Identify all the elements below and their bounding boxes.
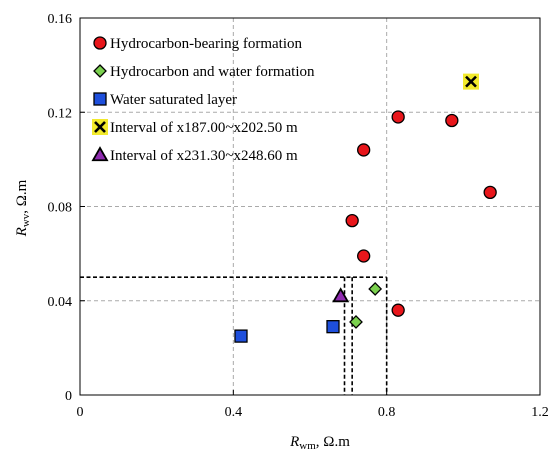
y-axis-label-unit: , Ω.m bbox=[14, 179, 30, 213]
data-point bbox=[234, 329, 248, 343]
y-tick-label: 0.08 bbox=[48, 201, 73, 216]
y-axis-label-main: R bbox=[14, 227, 30, 237]
data-point bbox=[368, 282, 383, 296]
data-point bbox=[463, 73, 479, 90]
y-axis-label-sub: wv bbox=[20, 213, 32, 227]
x-tick-label: 1.2 bbox=[531, 405, 549, 420]
data-point bbox=[332, 287, 350, 303]
legend-label: Hydrocarbon-bearing formation bbox=[110, 36, 303, 52]
x-tick-label: 0.4 bbox=[225, 405, 243, 420]
data-point bbox=[326, 320, 340, 334]
y-tick-label: 0 bbox=[65, 389, 72, 404]
x-tick-label: 0.8 bbox=[378, 405, 396, 420]
axis-ticks: 0 0.4 0.8 1.2 0 0.04 0.08 0.12 0.16 bbox=[48, 12, 549, 420]
data-points bbox=[234, 73, 497, 343]
y-axis-label: Rwv, Ω.m bbox=[14, 179, 32, 237]
data-point bbox=[349, 315, 363, 329]
legend-marker bbox=[93, 36, 107, 50]
x-axis-label-unit: , Ω.m bbox=[316, 434, 350, 450]
x-square-stroke bbox=[465, 75, 477, 88]
x-axis-label-main: R bbox=[289, 434, 299, 450]
data-point bbox=[345, 213, 359, 228]
y-tick-label: 0.04 bbox=[48, 295, 73, 310]
data-point bbox=[357, 249, 371, 263]
y-tick-label: 0.16 bbox=[48, 12, 73, 27]
data-point bbox=[357, 143, 371, 157]
legend-marker bbox=[93, 64, 107, 78]
legend-marker bbox=[93, 92, 107, 106]
data-point bbox=[483, 185, 497, 200]
legend-label: Water saturated layer bbox=[110, 92, 237, 108]
legend-label: Interval of x231.30~x248.60 m bbox=[110, 148, 298, 164]
x-axis-label: Rwm, Ω.m bbox=[289, 434, 350, 452]
x-axis-label-sub: wm bbox=[299, 440, 316, 452]
legend: Hydrocarbon-bearing formation Hydrocarbon… bbox=[91, 36, 315, 164]
legend-label: Hydrocarbon and water formation bbox=[110, 64, 315, 80]
data-point bbox=[445, 113, 459, 128]
data-point bbox=[391, 303, 405, 317]
data-point bbox=[391, 110, 405, 124]
legend-marker bbox=[91, 146, 109, 162]
x-square-stroke bbox=[94, 121, 106, 133]
x-tick-label: 0 bbox=[77, 405, 84, 420]
y-tick-label: 0.12 bbox=[48, 106, 73, 121]
legend-label: Interval of x187.00~x202.50 m bbox=[110, 120, 298, 136]
legend-marker bbox=[92, 119, 108, 135]
